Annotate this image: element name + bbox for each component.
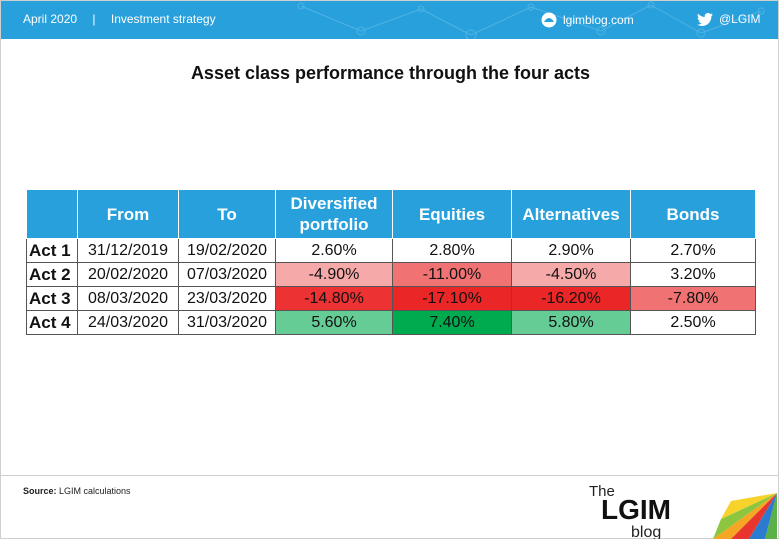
from-cell: 08/03/2020 (77, 286, 179, 311)
diversified-cell: -4.90% (275, 262, 393, 287)
logo-blog: blog (631, 524, 661, 539)
diversified-cell: 2.60% (275, 238, 393, 263)
bonds-cell: -7.80% (630, 286, 756, 311)
header-bar: April 2020 | Investment strategy lgimblo… (1, 1, 778, 39)
header-left: April 2020 | Investment strategy (23, 12, 216, 26)
to-cell: 23/03/2020 (178, 286, 276, 311)
to-cell: 31/03/2020 (178, 310, 276, 335)
twitter-bird-icon (697, 12, 713, 26)
header-date: April 2020 (23, 12, 78, 26)
column-header-act (26, 189, 78, 239)
header-category: Investment strategy (110, 12, 216, 26)
from-cell: 20/02/2020 (77, 262, 179, 287)
table-row: Act 1 31/12/2019 19/02/2020 2.60% 2.80% … (26, 238, 756, 263)
site-label: lgimblog.com (563, 13, 634, 27)
column-header-alternatives: Alternatives (511, 189, 631, 239)
alternatives-cell: -16.20% (511, 286, 631, 311)
alternatives-cell: 2.90% (511, 238, 631, 263)
table-row: Act 4 24/03/2020 31/03/2020 5.60% 7.40% … (26, 310, 756, 335)
bonds-cell: 3.20% (630, 262, 756, 287)
equities-cell: -11.00% (392, 262, 512, 287)
column-header-equities: Equities (392, 189, 512, 239)
umbrella-icon (713, 493, 777, 539)
table-header-row: From To Diversified portfolio Equities A… (26, 189, 756, 239)
diversified-cell: 5.60% (275, 310, 393, 335)
twitter-link[interactable]: @LGIM (697, 12, 761, 26)
logo-the: The (589, 483, 615, 500)
source-text: LGIM calculations (59, 486, 131, 496)
column-header-from: From (77, 189, 179, 239)
alternatives-cell: 5.80% (511, 310, 631, 335)
network-pattern-icon (297, 1, 765, 39)
bonds-cell: 2.70% (630, 238, 756, 263)
logo-lgim: LGIM (601, 494, 671, 525)
page-title: Asset class performance through the four… (190, 63, 591, 83)
diversified-cell: -14.80% (275, 286, 393, 311)
bonds-cell: 2.50% (630, 310, 756, 335)
lgim-blog-logo: The LGIM blog (589, 483, 777, 539)
equities-cell: 7.40% (392, 310, 512, 335)
alternatives-cell: -4.50% (511, 262, 631, 287)
table-row: Act 2 20/02/2020 07/03/2020 -4.90% -11.0… (26, 262, 756, 287)
blog-logo-icon (541, 12, 557, 28)
source-note: Source: LGIM calculations (23, 486, 131, 496)
header-separator: | (92, 12, 96, 26)
to-cell: 07/03/2020 (178, 262, 276, 287)
table-row: Act 3 08/03/2020 23/03/2020 -14.80% -17.… (26, 286, 756, 311)
act-cell: Act 3 (26, 286, 78, 311)
act-cell: Act 4 (26, 310, 78, 335)
to-cell: 19/02/2020 (178, 238, 276, 263)
equities-cell: -17.10% (392, 286, 512, 311)
footer-divider (1, 475, 778, 476)
column-header-diversified: Diversified portfolio (275, 189, 393, 239)
performance-table: From To Diversified portfolio Equities A… (26, 189, 756, 335)
column-header-diversified-label: Diversified portfolio (290, 194, 378, 234)
twitter-handle: @LGIM (719, 12, 761, 26)
source-label: Source: (23, 486, 57, 496)
from-cell: 24/03/2020 (77, 310, 179, 335)
from-cell: 31/12/2019 (77, 238, 179, 263)
column-header-bonds: Bonds (630, 189, 756, 239)
column-header-to: To (178, 189, 276, 239)
site-link[interactable]: lgimblog.com (541, 12, 634, 28)
act-cell: Act 1 (26, 238, 78, 263)
act-cell: Act 2 (26, 262, 78, 287)
equities-cell: 2.80% (392, 238, 512, 263)
